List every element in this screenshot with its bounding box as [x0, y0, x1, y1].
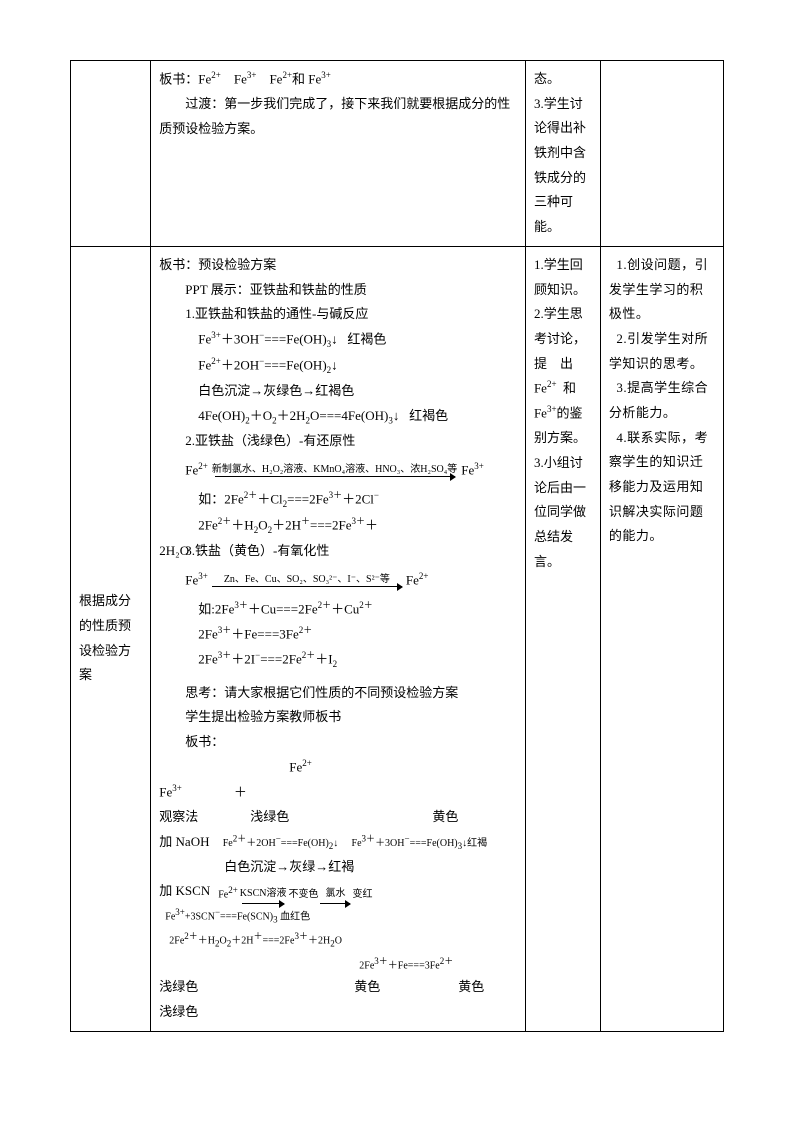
- r2c4-t2: 2.引发学生对所学知识的思考。: [609, 327, 715, 376]
- r1c3: 态。 3.学生讨论得出补铁剂中含铁成分的三种可能。: [525, 61, 600, 247]
- r2c3-t3: 3.小组讨论后由一位同学做总结发言。: [534, 451, 592, 574]
- r2c2: 板书：预设检验方案 PPT 展示：亚铁盐和铁盐的性质 1.亚铁盐和铁盐的通性-与…: [151, 246, 526, 1031]
- r2c1: 根据成分的性质预设检验方案: [71, 246, 151, 1031]
- naoh-color: 白色沉淀→灰绿→红褐: [159, 855, 517, 880]
- r1c3-t1: 态。: [534, 67, 592, 92]
- eq2: Fe2+＋2OH−===Fe(OH)2↓: [159, 353, 517, 379]
- fe3-header: Fe3+＋: [159, 780, 517, 805]
- think-prompt: 思考：请大家根据它们性质的不同预设检验方案: [159, 681, 517, 706]
- obs-row: 观察法浅绿色黄色: [159, 805, 517, 830]
- student-line: 学生提出检验方案教师板书: [159, 705, 517, 730]
- r2c4-t1: 1.创设问题，引发学生学习的积极性。: [609, 253, 715, 327]
- r1c3-t2: 3.学生讨论得出补铁剂中含铁成分的三种可能。: [534, 92, 592, 240]
- rxn2: Fe3+ Zn、Fe、Cu、SO₂、SO₃²⁻、I⁻、S²⁻等 Fe2+: [185, 568, 517, 593]
- arrow-icon: [320, 903, 350, 904]
- arrow-icon: [215, 476, 455, 477]
- kscn-row: 加 KSCN Fe2+ KSCN溶液 不变色 氯水 变红 Fe3++3SCN−=…: [159, 879, 517, 928]
- eq8: 2Fe3＋＋Fe===3Fe2＋: [159, 622, 517, 647]
- eq6-wrap: 2Fe2＋＋H2O2＋2H＋===2Fe3＋＋: [159, 513, 517, 539]
- section-1: 1.亚铁盐和铁盐的通性-与碱反应: [159, 302, 517, 327]
- r2c3: 1.学生回顾知识。 2.学生思考讨论，提 出Fe2+ 和Fe3+的鉴别方案。 3…: [525, 246, 600, 1031]
- fe2-header: Fe2+: [159, 755, 517, 780]
- rxn2-cond: Zn、Fe、Cu、SO₂、SO₃²⁻、I⁻、S²⁻等: [224, 574, 390, 586]
- r2c3-t1: 1.学生回顾知识。: [534, 253, 592, 302]
- section-2: 2.亚铁盐（浅绿色）-有还原性: [159, 429, 517, 454]
- color-row-2: 浅绿色: [159, 1000, 517, 1025]
- table-row-1: 板书：Fe2+ Fe3+ Fe2+和 Fe3+ 过渡：第一步我们完成了，接下来我…: [71, 61, 724, 247]
- board-label: 板书：: [159, 730, 517, 755]
- eq3: 白色沉淀→灰绿色→红褐色: [159, 379, 517, 404]
- transition-text: 过渡：第一步我们完成了，接下来我们就要根据成分的性质预设检验方案。: [159, 92, 517, 141]
- board-title: 板书：预设检验方案: [159, 253, 517, 278]
- arrow-icon: [212, 586, 402, 587]
- r2c3-t2: 2.学生思考讨论，提 出Fe2+ 和Fe3+的鉴别方案。: [534, 302, 592, 451]
- r1c1: [71, 61, 151, 247]
- bottom-eq2: 2Fe3＋＋Fe===3Fe2＋: [159, 953, 517, 975]
- rxn1: Fe2+ 新制氯水、H₂O₂溶液、KMnO₄溶液、HNO₃、浓H₂SO₄等 Fe…: [185, 458, 517, 483]
- bottom-eq1: 2Fe2＋＋H2O2＋2H＋===2Fe3＋＋2H2O: [159, 928, 517, 952]
- eq4: 4Fe(OH)2＋O2＋2H2O===4Fe(OH)3↓ 红褐色: [159, 404, 517, 430]
- r1c2: 板书：Fe2+ Fe3+ Fe2+和 Fe3+ 过渡：第一步我们完成了，接下来我…: [151, 61, 526, 247]
- table-row-2: 根据成分的性质预设检验方案 板书：预设检验方案 PPT 展示：亚铁盐和铁盐的性质…: [71, 246, 724, 1031]
- arrow-icon: [242, 903, 284, 904]
- r2c4-t3: 3.提高学生综合分析能力。: [609, 376, 715, 425]
- r2c4-t4: 4.联系实际，考察学生的知识迁移能力及运用知识解决实际问题的能力。: [609, 426, 715, 549]
- color-row-1: 浅绿色黄色黄色: [159, 975, 517, 1000]
- kscn-cond2: 氯水: [325, 884, 345, 903]
- eq5: 如：2Fe2＋＋Cl2===2Fe3＋＋2Cl−: [159, 487, 517, 513]
- r1c4: [600, 61, 723, 247]
- ppt-title: PPT 展示：亚铁盐和铁盐的性质: [159, 278, 517, 303]
- lesson-plan-table: 板书：Fe2+ Fe3+ Fe2+和 Fe3+ 过渡：第一步我们完成了，接下来我…: [70, 60, 724, 1032]
- rxn1-cond: 新制氯水、H₂O₂溶液、KMnO₄溶液、HNO₃、浓H₂SO₄等: [212, 464, 457, 476]
- r2c4: 1.创设问题，引发学生学习的积极性。 2.引发学生对所学知识的思考。 3.提高学…: [600, 246, 723, 1031]
- board-ions: 板书：Fe2+ Fe3+ Fe2+和 Fe3+: [159, 67, 517, 92]
- naoh-row: 加 NaOH Fe2＋＋2OH−===Fe(OH)2↓ Fe3＋＋3OH−===…: [159, 830, 517, 855]
- eq1: Fe3+＋3OH−===Fe(OH)3↓ 红褐色: [159, 327, 517, 353]
- eq6-tail-s3: 2H₂O3.铁盐（黄色）-有氧化性: [159, 539, 517, 564]
- eq9: 2Fe3＋＋2I−===2Fe2＋＋I2: [159, 647, 517, 673]
- eq7: 如:2Fe3＋＋Cu===2Fe2＋＋Cu2＋: [159, 597, 517, 622]
